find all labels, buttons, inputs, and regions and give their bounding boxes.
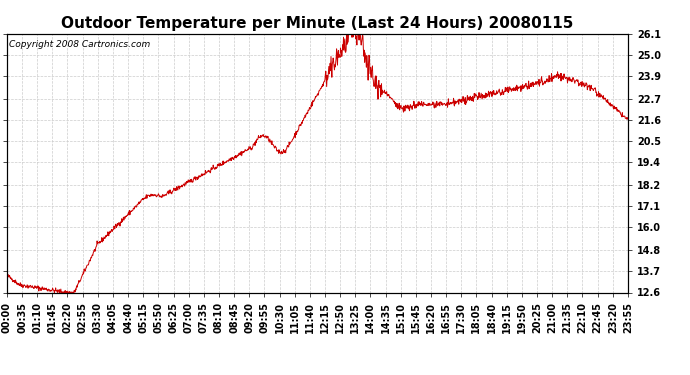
Text: Copyright 2008 Cartronics.com: Copyright 2008 Cartronics.com [9,40,150,49]
Title: Outdoor Temperature per Minute (Last 24 Hours) 20080115: Outdoor Temperature per Minute (Last 24 … [61,16,573,31]
